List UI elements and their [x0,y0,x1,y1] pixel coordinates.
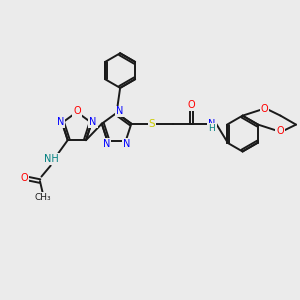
Text: S: S [148,119,155,129]
Text: N: N [89,117,97,127]
Text: O: O [276,126,284,136]
Text: O: O [188,100,196,110]
Text: N: N [123,139,130,149]
Text: CH₃: CH₃ [34,193,51,202]
Text: NH: NH [44,154,59,164]
Text: N: N [116,106,124,116]
Text: N: N [208,119,216,129]
Text: N: N [103,139,110,149]
Text: N: N [116,106,124,116]
Text: N: N [208,119,216,129]
Text: O: O [261,104,268,114]
Text: N: N [57,117,64,127]
Text: O: O [20,173,28,183]
Text: H: H [208,124,215,133]
Text: O: O [73,106,81,116]
Text: H: H [208,124,215,133]
